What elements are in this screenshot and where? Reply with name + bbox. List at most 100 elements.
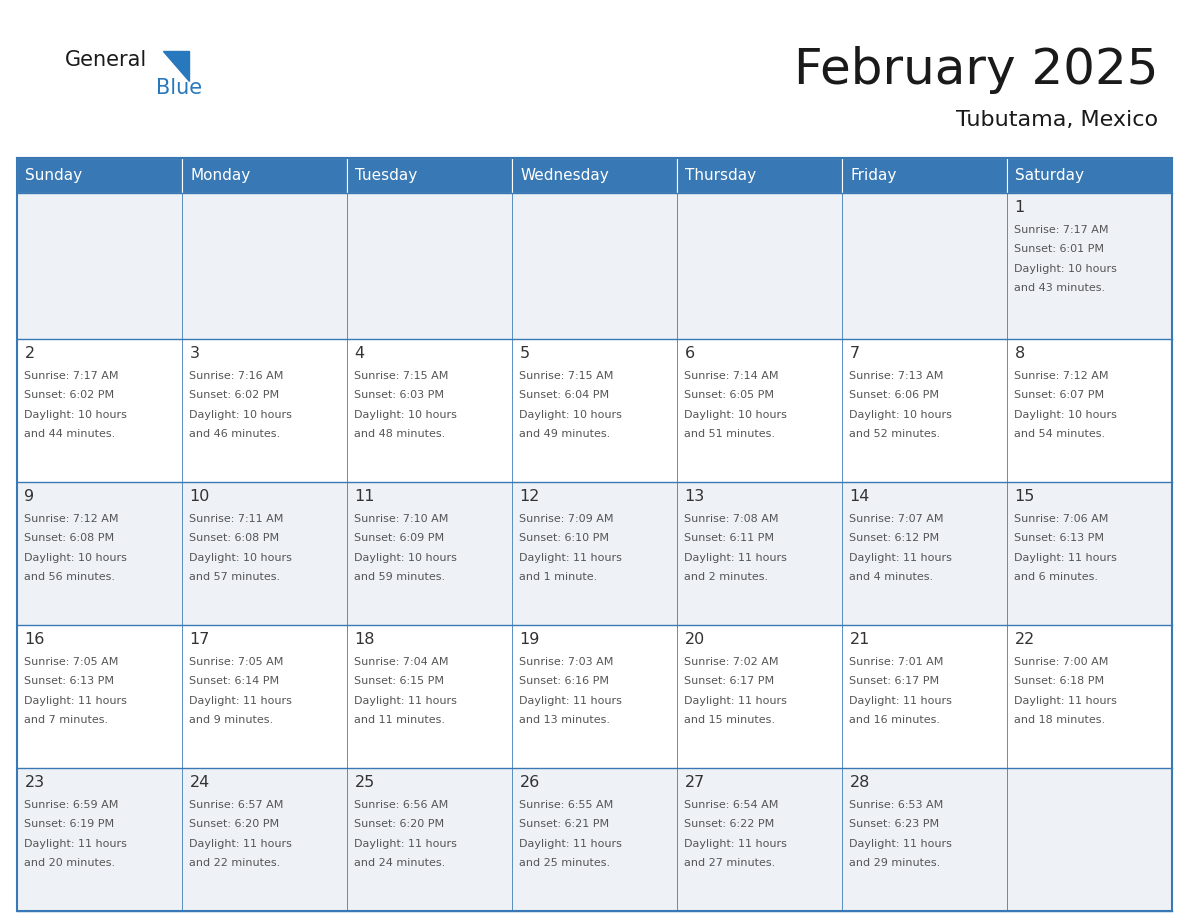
Text: Sunrise: 6:56 AM: Sunrise: 6:56 AM [354,800,449,810]
Text: and 2 minutes.: and 2 minutes. [684,572,769,582]
Text: 27: 27 [684,776,704,790]
Text: Sunset: 6:08 PM: Sunset: 6:08 PM [189,533,279,543]
Text: Sunset: 6:08 PM: Sunset: 6:08 PM [25,533,114,543]
Text: Sunset: 6:13 PM: Sunset: 6:13 PM [25,677,114,687]
Text: 2: 2 [25,346,34,362]
Text: Sunrise: 7:04 AM: Sunrise: 7:04 AM [354,657,449,667]
Text: 17: 17 [189,633,210,647]
Text: Sunrise: 7:13 AM: Sunrise: 7:13 AM [849,371,943,381]
FancyBboxPatch shape [842,339,1007,482]
Text: Saturday: Saturday [1016,168,1085,183]
FancyBboxPatch shape [842,768,1007,911]
Text: Daylight: 11 hours: Daylight: 11 hours [849,553,953,563]
Text: Sunrise: 7:10 AM: Sunrise: 7:10 AM [354,514,449,524]
Text: Sunset: 6:21 PM: Sunset: 6:21 PM [519,820,609,829]
Text: 28: 28 [849,776,870,790]
Text: 7: 7 [849,346,860,362]
FancyBboxPatch shape [512,193,677,339]
Text: Sunset: 6:04 PM: Sunset: 6:04 PM [519,390,609,400]
FancyBboxPatch shape [842,482,1007,625]
Text: Sunrise: 7:15 AM: Sunrise: 7:15 AM [519,371,614,381]
Text: and 49 minutes.: and 49 minutes. [519,429,611,439]
Text: and 27 minutes.: and 27 minutes. [684,858,776,868]
Text: Sunrise: 7:00 AM: Sunrise: 7:00 AM [1015,657,1108,667]
Text: Sunday: Sunday [25,168,82,183]
Text: Sunrise: 7:17 AM: Sunrise: 7:17 AM [25,371,119,381]
Text: Daylight: 10 hours: Daylight: 10 hours [1015,263,1117,274]
Text: Sunset: 6:16 PM: Sunset: 6:16 PM [519,677,609,687]
FancyBboxPatch shape [347,339,512,482]
Text: Sunrise: 7:17 AM: Sunrise: 7:17 AM [1015,225,1108,235]
Text: and 16 minutes.: and 16 minutes. [849,715,941,725]
Text: and 20 minutes.: and 20 minutes. [25,858,115,868]
FancyBboxPatch shape [347,482,512,625]
Text: Sunrise: 7:09 AM: Sunrise: 7:09 AM [519,514,614,524]
Text: 3: 3 [189,346,200,362]
FancyBboxPatch shape [17,625,182,768]
FancyBboxPatch shape [677,339,842,482]
Text: Sunrise: 6:55 AM: Sunrise: 6:55 AM [519,800,614,810]
Text: 12: 12 [519,489,539,504]
Text: Sunrise: 7:05 AM: Sunrise: 7:05 AM [25,657,119,667]
FancyBboxPatch shape [182,158,347,193]
Text: 9: 9 [25,489,34,504]
Text: Monday: Monday [190,168,251,183]
FancyBboxPatch shape [677,768,842,911]
FancyBboxPatch shape [677,193,842,339]
Text: 1: 1 [1015,200,1025,216]
Text: Sunset: 6:01 PM: Sunset: 6:01 PM [1015,244,1105,254]
Text: Daylight: 11 hours: Daylight: 11 hours [1015,696,1117,706]
Text: Sunset: 6:20 PM: Sunset: 6:20 PM [189,820,279,829]
Text: and 57 minutes.: and 57 minutes. [189,572,280,582]
Text: Wednesday: Wednesday [520,168,609,183]
Text: Sunset: 6:17 PM: Sunset: 6:17 PM [849,677,940,687]
Text: 19: 19 [519,633,539,647]
Text: Sunset: 6:11 PM: Sunset: 6:11 PM [684,533,775,543]
Text: Thursday: Thursday [685,168,757,183]
Text: General: General [65,50,147,71]
FancyBboxPatch shape [1007,768,1173,911]
Text: Daylight: 10 hours: Daylight: 10 hours [849,409,953,420]
Text: 21: 21 [849,633,870,647]
Text: Sunset: 6:03 PM: Sunset: 6:03 PM [354,390,444,400]
FancyBboxPatch shape [677,158,842,193]
Text: Tubutama, Mexico: Tubutama, Mexico [956,110,1158,130]
FancyBboxPatch shape [842,625,1007,768]
Text: Daylight: 10 hours: Daylight: 10 hours [684,409,788,420]
Text: Sunrise: 7:16 AM: Sunrise: 7:16 AM [189,371,284,381]
Text: Daylight: 10 hours: Daylight: 10 hours [25,553,127,563]
Text: Sunrise: 7:12 AM: Sunrise: 7:12 AM [1015,371,1108,381]
Text: 11: 11 [354,489,375,504]
FancyBboxPatch shape [677,482,842,625]
Text: Sunrise: 6:53 AM: Sunrise: 6:53 AM [849,800,943,810]
Text: Daylight: 11 hours: Daylight: 11 hours [519,696,623,706]
Text: Daylight: 11 hours: Daylight: 11 hours [519,553,623,563]
FancyBboxPatch shape [842,158,1007,193]
Text: Daylight: 10 hours: Daylight: 10 hours [189,553,292,563]
Text: Sunset: 6:19 PM: Sunset: 6:19 PM [25,820,114,829]
Text: Daylight: 11 hours: Daylight: 11 hours [189,696,292,706]
FancyBboxPatch shape [182,193,347,339]
Text: Daylight: 10 hours: Daylight: 10 hours [519,409,623,420]
FancyBboxPatch shape [182,482,347,625]
Text: and 43 minutes.: and 43 minutes. [1015,283,1106,293]
Text: Sunset: 6:18 PM: Sunset: 6:18 PM [1015,677,1105,687]
Text: and 54 minutes.: and 54 minutes. [1015,429,1106,439]
Text: Daylight: 11 hours: Daylight: 11 hours [849,839,953,848]
Text: 25: 25 [354,776,374,790]
Text: Daylight: 10 hours: Daylight: 10 hours [354,553,457,563]
Text: Daylight: 11 hours: Daylight: 11 hours [25,839,127,848]
Text: and 9 minutes.: and 9 minutes. [189,715,273,725]
Text: 6: 6 [684,346,695,362]
Text: Sunrise: 6:57 AM: Sunrise: 6:57 AM [189,800,284,810]
Text: and 46 minutes.: and 46 minutes. [189,429,280,439]
Text: 20: 20 [684,633,704,647]
FancyBboxPatch shape [17,193,182,339]
Text: Sunset: 6:17 PM: Sunset: 6:17 PM [684,677,775,687]
Text: Daylight: 11 hours: Daylight: 11 hours [684,839,788,848]
Text: and 56 minutes.: and 56 minutes. [25,572,115,582]
Text: Sunrise: 7:02 AM: Sunrise: 7:02 AM [684,657,779,667]
Text: Sunrise: 7:07 AM: Sunrise: 7:07 AM [849,514,944,524]
Text: 26: 26 [519,776,539,790]
Text: Sunset: 6:09 PM: Sunset: 6:09 PM [354,533,444,543]
